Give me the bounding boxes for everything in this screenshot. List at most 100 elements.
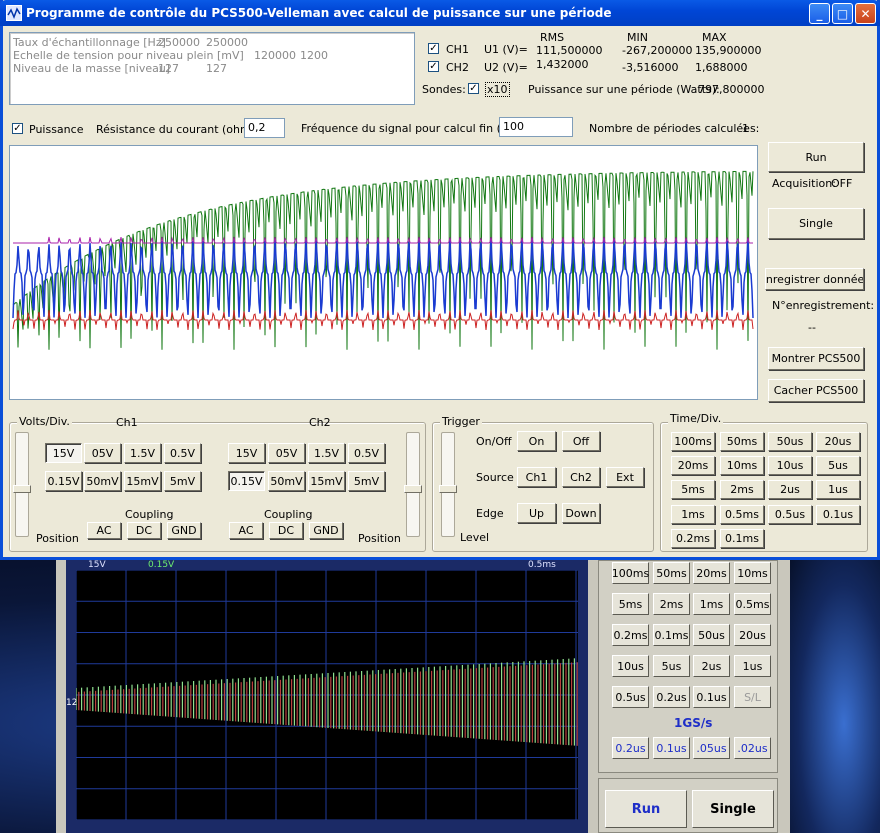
bg-rate-button[interactable]: .05us	[693, 737, 730, 759]
bg-timebase-button[interactable]: 20us	[734, 624, 771, 646]
ch1-volts-button[interactable]: 0.5V	[164, 443, 201, 463]
timediv-button[interactable]: 0.5us	[768, 504, 812, 524]
timediv-button[interactable]: 0.2ms	[671, 528, 715, 548]
ch2-volts-button[interactable]: 0.5V	[348, 443, 385, 463]
x10-checkbox[interactable]: ✓	[468, 83, 479, 94]
bg-timebase-button[interactable]: 0.5ms	[734, 593, 771, 615]
show-pcs500-button[interactable]: Montrer PCS500	[768, 347, 864, 370]
bg-rate-button[interactable]: 0.1us	[653, 737, 690, 759]
timediv-button[interactable]: 2ms	[720, 480, 764, 500]
window-title: Programme de contrôle du PCS500-Velleman…	[26, 6, 612, 20]
ch2-coupling-button[interactable]: DC	[269, 522, 303, 539]
trigger-group	[432, 422, 654, 552]
minimize-icon[interactable]: _	[809, 3, 830, 24]
bg-timebase-button[interactable]: 5ms	[612, 593, 649, 615]
trigger-edge-up-button[interactable]: Up	[517, 503, 556, 523]
ch2-volts-button[interactable]: 0.15V	[228, 471, 265, 491]
ch1-volts-button[interactable]: 50mV	[84, 471, 121, 491]
maximize-icon[interactable]: □	[832, 3, 853, 24]
ch1-var: U1 (V)=	[484, 43, 528, 56]
run-button[interactable]: Run	[768, 142, 864, 172]
save-data-button[interactable]: Enregistrer données	[765, 268, 864, 290]
bg-timebase-button[interactable]: 0.1us	[693, 686, 730, 708]
bg-timebase-button[interactable]: S/L	[734, 686, 771, 708]
bg-timebase-button[interactable]: 1us	[734, 655, 771, 677]
frequency-input[interactable]: 100	[499, 117, 573, 137]
hide-pcs500-button[interactable]: Cacher PCS500	[768, 379, 864, 402]
timediv-button[interactable]: 1us	[816, 480, 860, 500]
timediv-button[interactable]: 5us	[816, 456, 860, 476]
trigger-on-button[interactable]: On	[517, 431, 556, 451]
trigger-source-ch1-button[interactable]: Ch1	[517, 467, 556, 487]
timediv-button[interactable]: 20ms	[671, 456, 715, 476]
ch2-coupling-button[interactable]: GND	[309, 522, 343, 539]
puissance-checkbox[interactable]: ✓	[12, 123, 23, 134]
timediv-button[interactable]: 0.1us	[816, 504, 860, 524]
ch1-coupling-button[interactable]: DC	[127, 522, 161, 539]
trigger-off-button[interactable]: Off	[562, 431, 600, 451]
ch2-volts-button[interactable]: 50mV	[268, 471, 305, 491]
bg-timebase-button[interactable]: 20ms	[693, 562, 730, 584]
ch2-checkbox[interactable]: ✓	[428, 61, 439, 72]
ch1-coupling-button[interactable]: AC	[87, 522, 121, 539]
timediv-button[interactable]: 20us	[816, 432, 860, 451]
timediv-button[interactable]: 10us	[768, 456, 812, 476]
ch1-checkbox[interactable]: ✓	[428, 43, 439, 54]
single-button[interactable]: Single	[768, 208, 864, 239]
bg-timebase-button[interactable]: 100ms	[612, 562, 649, 584]
ch2-position-slider[interactable]	[404, 432, 422, 537]
bg-timebase-button[interactable]: 10ms	[734, 562, 771, 584]
timediv-button[interactable]: 1ms	[671, 504, 715, 524]
header-max: MAX	[702, 31, 727, 44]
trigger-level-slider[interactable]	[439, 432, 457, 537]
ch2-coupling-button[interactable]: AC	[229, 522, 263, 539]
timediv-button[interactable]: 5ms	[671, 480, 715, 500]
close-icon[interactable]: ✕	[855, 3, 876, 24]
header-rms: RMS	[540, 31, 565, 44]
ch1-volts-button[interactable]: 15V	[45, 443, 82, 463]
timediv-button[interactable]: 50ms	[720, 432, 764, 451]
ch2-volts-button[interactable]: 1.5V	[308, 443, 345, 463]
bg-single-button[interactable]: Single	[692, 790, 774, 828]
timediv-button[interactable]: 10ms	[720, 456, 764, 476]
timediv-button[interactable]: 0.5ms	[720, 504, 764, 524]
timediv-button[interactable]: 0.1ms	[720, 528, 764, 548]
ch1-volts-button[interactable]: 15mV	[124, 471, 161, 491]
ch1-max: 135,900000	[695, 44, 762, 57]
timediv-button[interactable]: 50us	[768, 432, 812, 451]
periods-value: 1	[742, 122, 749, 135]
ch1-volts-button[interactable]: 5mV	[164, 471, 201, 491]
ch2-volts-button[interactable]: 15mV	[308, 471, 345, 491]
bg-timebase-button[interactable]: 2ms	[653, 593, 690, 615]
bg-timebase-button[interactable]: 2us	[693, 655, 730, 677]
puissance-label: Puissance	[29, 123, 84, 136]
ch2-volts-button[interactable]: 15V	[228, 443, 265, 463]
header-min: MIN	[627, 31, 648, 44]
timediv-button[interactable]: 100ms	[671, 432, 715, 451]
ch2-volts-button[interactable]: 5mV	[348, 471, 385, 491]
ch1-coupling-button[interactable]: GND	[167, 522, 201, 539]
resistance-input[interactable]: 0,2	[244, 118, 285, 138]
trigger-source-ch2-button[interactable]: Ch2	[562, 467, 600, 487]
bg-timebase-button[interactable]: 0.2us	[653, 686, 690, 708]
bg-timebase-button[interactable]: 0.5us	[612, 686, 649, 708]
bg-timebase-button[interactable]: 1ms	[693, 593, 730, 615]
ch1-position-slider[interactable]	[13, 432, 31, 537]
bg-timebase-button[interactable]: 0.1ms	[653, 624, 690, 646]
bg-rate-button[interactable]: .02us	[734, 737, 771, 759]
ch1-volts-button[interactable]: 05V	[84, 443, 121, 463]
trigger-edge-down-button[interactable]: Down	[562, 503, 600, 523]
trigger-source-ext-button[interactable]: Ext	[606, 467, 644, 487]
bg-timebase-button[interactable]: 50us	[693, 624, 730, 646]
bg-run-button[interactable]: Run	[605, 790, 687, 828]
ch2-volts-button[interactable]: 05V	[268, 443, 305, 463]
timediv-button[interactable]: 2us	[768, 480, 812, 500]
bg-timebase-button[interactable]: 10us	[612, 655, 649, 677]
bg-timebase-button[interactable]: 0.2ms	[612, 624, 649, 646]
ch1-volts-button[interactable]: 1.5V	[124, 443, 161, 463]
bg-timebase-button[interactable]: 50ms	[653, 562, 690, 584]
title-bar[interactable]	[0, 0, 880, 26]
bg-rate-button[interactable]: 0.2us	[612, 737, 649, 759]
bg-timebase-button[interactable]: 5us	[653, 655, 690, 677]
ch1-volts-button[interactable]: 0.15V	[45, 471, 82, 491]
